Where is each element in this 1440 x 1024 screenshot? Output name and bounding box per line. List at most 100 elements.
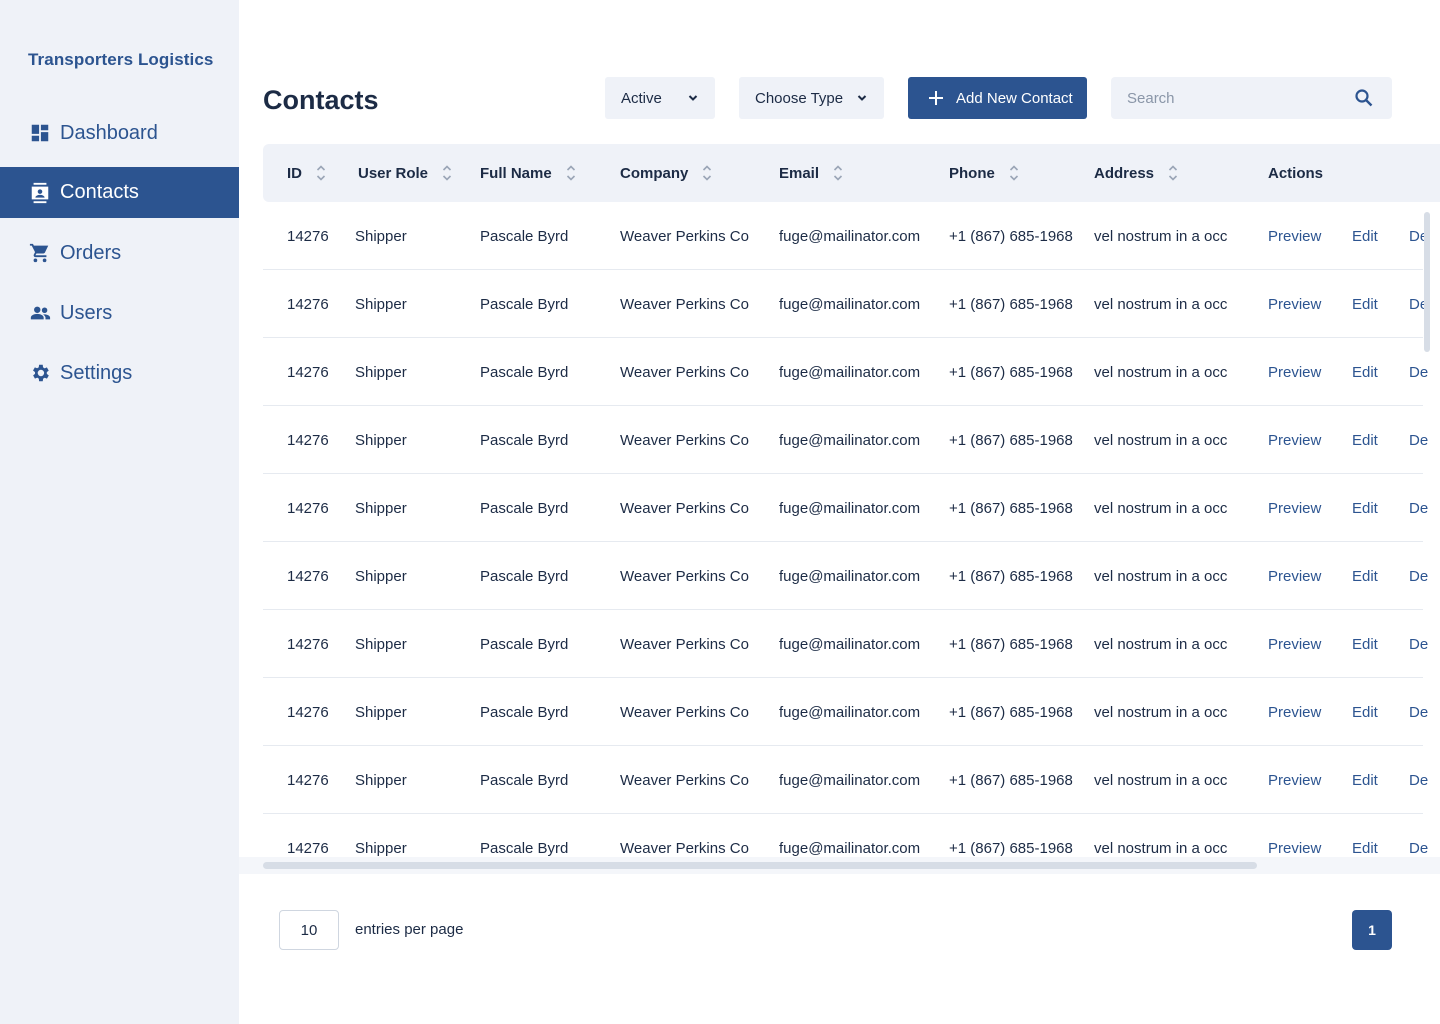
- preview-link[interactable]: Preview: [1268, 567, 1322, 585]
- preview-link[interactable]: Preview: [1268, 635, 1322, 653]
- table-row: 14276 Shipper Pascale Byrd Weaver Perkins C…: [263, 474, 1428, 542]
- edit-link[interactable]: Edit: [1352, 703, 1378, 721]
- column-header[interactable]: Address: [1094, 144, 1178, 202]
- column-header[interactable]: Company: [620, 144, 712, 202]
- add-new-contact-label: Add New Contact: [956, 89, 1073, 107]
- pagination-page-button[interactable]: 1: [1352, 910, 1392, 950]
- dashboard-icon: [29, 122, 51, 144]
- cell-address: vel nostrum in a occ: [1094, 363, 1228, 381]
- search-input[interactable]: [1111, 89, 1341, 107]
- delete-link[interactable]: De: [1409, 363, 1429, 381]
- sidebar-item-orders[interactable]: Orders: [0, 223, 239, 283]
- plus-icon: [929, 91, 943, 105]
- cell-company: Weaver Perkins Co: [620, 227, 749, 245]
- preview-link[interactable]: Preview: [1268, 499, 1322, 517]
- brand-logo[interactable]: Transporters Logistics: [28, 50, 214, 69]
- cell-id: 14276: [287, 635, 329, 653]
- sidebar: Transporters Logistics Dashboard Contact…: [0, 0, 239, 1024]
- edit-link[interactable]: Edit: [1352, 771, 1378, 789]
- delete-link[interactable]: De: [1409, 431, 1429, 449]
- column-header[interactable]: User Role: [358, 144, 452, 202]
- delete-link[interactable]: De: [1409, 295, 1429, 313]
- sort-icon[interactable]: [316, 163, 326, 183]
- sort-icon[interactable]: [833, 163, 843, 183]
- preview-link[interactable]: Preview: [1268, 839, 1322, 857]
- cell-phone: +1 (867) 685-1968: [949, 295, 1073, 313]
- column-header-label: Phone: [949, 164, 995, 182]
- add-new-contact-button[interactable]: Add New Contact: [908, 77, 1087, 119]
- sort-icon[interactable]: [442, 163, 452, 183]
- entries-per-page-label: entries per page: [355, 921, 464, 938]
- cell-company: Weaver Perkins Co: [620, 703, 749, 721]
- cell-company: Weaver Perkins Co: [620, 363, 749, 381]
- edit-link[interactable]: Edit: [1352, 499, 1378, 517]
- horizontal-scrollbar[interactable]: [263, 862, 1257, 869]
- cell-user-role: Shipper: [355, 635, 407, 653]
- vertical-scrollbar[interactable]: [1424, 212, 1430, 352]
- delete-link[interactable]: De: [1409, 499, 1429, 517]
- cell-address: vel nostrum in a occ: [1094, 295, 1228, 313]
- edit-link[interactable]: Edit: [1352, 227, 1378, 245]
- delete-link[interactable]: De: [1409, 771, 1429, 789]
- column-header[interactable]: Phone: [949, 144, 1019, 202]
- sidebar-item-settings[interactable]: Settings: [0, 343, 239, 403]
- cell-phone: +1 (867) 685-1968: [949, 703, 1073, 721]
- delete-link[interactable]: De: [1409, 227, 1429, 245]
- sort-icon[interactable]: [702, 163, 712, 183]
- cell-full-name: Pascale Byrd: [480, 227, 569, 245]
- sidebar-item-contacts[interactable]: Contacts: [0, 167, 239, 218]
- cell-email: fuge@mailinator.com: [779, 227, 921, 245]
- sort-icon[interactable]: [1009, 163, 1019, 183]
- delete-link[interactable]: De: [1409, 635, 1429, 653]
- preview-link[interactable]: Preview: [1268, 431, 1322, 449]
- edit-link[interactable]: Edit: [1352, 295, 1378, 313]
- sort-icon[interactable]: [566, 163, 576, 183]
- edit-link[interactable]: Edit: [1352, 567, 1378, 585]
- type-filter-select[interactable]: Choose Type: [739, 77, 884, 119]
- column-header[interactable]: ID: [287, 144, 326, 202]
- column-header-label: User Role: [358, 164, 429, 182]
- cell-email: fuge@mailinator.com: [779, 839, 921, 857]
- edit-link[interactable]: Edit: [1352, 635, 1378, 653]
- cell-user-role: Shipper: [355, 431, 407, 449]
- cell-id: 14276: [287, 839, 329, 857]
- delete-link[interactable]: De: [1409, 703, 1429, 721]
- cell-email: fuge@mailinator.com: [779, 431, 921, 449]
- delete-link[interactable]: De: [1409, 839, 1429, 857]
- cell-phone: +1 (867) 685-1968: [949, 227, 1073, 245]
- status-filter-select[interactable]: Active: [605, 77, 715, 119]
- cell-company: Weaver Perkins Co: [620, 567, 749, 585]
- table-row: 14276 Shipper Pascale Byrd Weaver Perkins C…: [263, 406, 1428, 474]
- sidebar-item-users[interactable]: Users: [0, 283, 239, 343]
- cell-phone: +1 (867) 685-1968: [949, 839, 1073, 857]
- entries-per-page-input[interactable]: 10: [279, 910, 339, 950]
- column-header[interactable]: Full Name: [480, 144, 576, 202]
- preview-link[interactable]: Preview: [1268, 227, 1322, 245]
- sort-icon[interactable]: [1168, 163, 1178, 183]
- cell-company: Weaver Perkins Co: [620, 839, 749, 857]
- sidebar-item-label: Settings: [60, 361, 133, 384]
- edit-link[interactable]: Edit: [1352, 431, 1378, 449]
- cell-address: vel nostrum in a occ: [1094, 771, 1228, 789]
- preview-link[interactable]: Preview: [1268, 703, 1322, 721]
- cell-address: vel nostrum in a occ: [1094, 499, 1228, 517]
- sidebar-nav: Dashboard Contacts Orders Users Settings: [0, 103, 239, 403]
- cell-user-role: Shipper: [355, 363, 407, 381]
- delete-link[interactable]: De: [1409, 567, 1429, 585]
- column-header: Actions: [1268, 144, 1323, 202]
- edit-link[interactable]: Edit: [1352, 839, 1378, 857]
- cell-id: 14276: [287, 227, 329, 245]
- column-header[interactable]: Email: [779, 144, 843, 202]
- cell-email: fuge@mailinator.com: [779, 703, 921, 721]
- type-filter-value: Choose Type: [755, 89, 844, 107]
- sidebar-item-dashboard[interactable]: Dashboard: [0, 103, 239, 163]
- search-icon[interactable]: [1354, 88, 1374, 108]
- contacts-table: ID User Role Full Name Company Email Phone Add…: [263, 144, 1440, 857]
- preview-link[interactable]: Preview: [1268, 295, 1322, 313]
- preview-link[interactable]: Preview: [1268, 771, 1322, 789]
- edit-link[interactable]: Edit: [1352, 363, 1378, 381]
- cell-user-role: Shipper: [355, 227, 407, 245]
- preview-link[interactable]: Preview: [1268, 363, 1322, 381]
- cell-email: fuge@mailinator.com: [779, 771, 921, 789]
- chevron-down-icon: [857, 95, 867, 101]
